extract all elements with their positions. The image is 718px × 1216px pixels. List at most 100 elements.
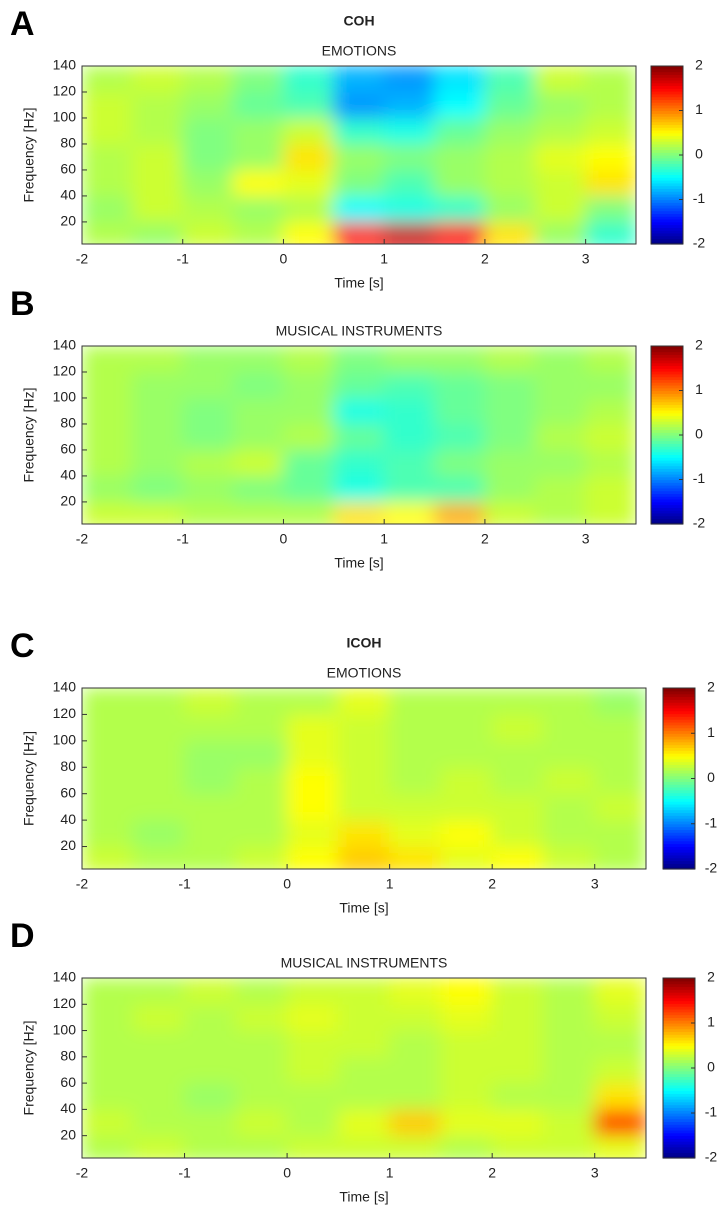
colorbar-step <box>663 690 695 695</box>
x-tick-label: 3 <box>591 1165 599 1181</box>
colorbar-step <box>663 832 695 836</box>
x-tick-label: 1 <box>380 251 388 267</box>
colorbar-step <box>651 230 683 234</box>
heat-cell <box>534 143 587 171</box>
heat-cell <box>594 819 646 848</box>
x-tick-label: -1 <box>177 531 190 547</box>
colorbar-step <box>663 1155 695 1159</box>
heat-cell <box>131 221 184 244</box>
heat-cell <box>235 1135 288 1158</box>
colorbar-step <box>651 368 683 372</box>
y-tick-label: 80 <box>60 135 76 151</box>
heat-cell <box>82 793 134 821</box>
colorbar-step <box>663 755 695 760</box>
x-tick-label: -2 <box>76 876 89 892</box>
y-tick-label: 140 <box>53 337 77 353</box>
colorbar-step <box>663 801 695 805</box>
chart-title: MUSICAL INSTRUMENTS <box>281 955 448 971</box>
y-tick-label: 100 <box>53 732 77 748</box>
heat-cell <box>82 475 133 503</box>
heat-cell <box>132 766 186 795</box>
colorbar-step <box>651 493 683 497</box>
heat-cell <box>82 397 133 425</box>
colorbar-step <box>663 775 695 780</box>
colorbar-step <box>663 1045 695 1049</box>
colorbar-step <box>651 113 683 117</box>
colorbar-step <box>663 798 695 802</box>
heat-cell <box>337 978 391 1005</box>
heat-cell <box>232 397 284 425</box>
heat-cell <box>131 117 184 145</box>
colorbar-step <box>663 1121 695 1125</box>
heat-cell <box>286 1030 339 1058</box>
heat-cell <box>440 1056 493 1084</box>
heat-cell <box>389 846 442 869</box>
colorbar-step <box>651 510 683 514</box>
y-tick-label: 120 <box>53 363 77 379</box>
heat-cell <box>542 740 596 768</box>
colorbar-step <box>663 806 695 811</box>
x-tick-label: 0 <box>280 531 288 547</box>
x-tick-label: 1 <box>386 1165 394 1181</box>
colorbar-step <box>651 351 683 355</box>
chart-title: MUSICAL INSTRUMENTS <box>276 323 443 339</box>
colorbar-step <box>663 1118 695 1123</box>
colorbar-step <box>651 398 683 403</box>
heat-cell <box>389 1030 442 1058</box>
colorbar-step <box>663 978 695 982</box>
colorbar-step <box>663 699 695 703</box>
cells <box>82 978 646 1158</box>
x-tick-label: 3 <box>582 251 590 267</box>
heat-cell <box>282 449 335 477</box>
heat-cell <box>337 1056 391 1084</box>
colorbar-step <box>651 387 683 392</box>
y-tick-label: 140 <box>53 679 77 695</box>
colorbar-step <box>651 160 683 164</box>
colorbar-step <box>663 741 695 746</box>
colorbar-step <box>651 127 683 131</box>
heat-cell <box>184 793 237 821</box>
colorbar-step <box>663 826 695 831</box>
colorbar-step <box>663 1146 695 1151</box>
heat-cell <box>585 221 636 244</box>
heat-cell <box>132 1135 186 1158</box>
heat-cell <box>333 221 385 244</box>
heat-cell <box>333 397 385 425</box>
heat-cell <box>132 793 186 821</box>
heat-cell <box>286 688 339 715</box>
colorbar-step <box>651 182 683 187</box>
heat-cell <box>182 346 234 373</box>
heat-cell <box>82 688 134 715</box>
heat-cell <box>131 66 184 93</box>
heat-cell <box>82 978 134 1005</box>
colorbar-step <box>663 710 695 715</box>
heat-cell <box>82 449 133 477</box>
heat-cell <box>184 1056 237 1084</box>
heat-cell <box>182 371 234 399</box>
x-tick-label: 3 <box>591 876 599 892</box>
colorbar-step <box>651 462 683 467</box>
colorbar-step <box>651 451 683 456</box>
colorbar-step <box>651 71 683 75</box>
heat-cell <box>82 1135 134 1158</box>
colorbar-step <box>651 66 683 70</box>
colorbar-step <box>651 102 683 106</box>
colorbar-step <box>651 390 683 394</box>
heat-cell <box>542 1030 596 1058</box>
heat-cell <box>131 397 184 425</box>
heat-cell <box>235 793 288 821</box>
heat-cell <box>434 423 486 451</box>
heat-cell <box>286 846 339 869</box>
heat-cell <box>383 475 436 503</box>
panel-label: B <box>10 285 35 323</box>
heat-cell <box>235 1003 288 1032</box>
heat-cell <box>235 846 288 869</box>
colorbar-step <box>651 465 683 469</box>
heat-cell <box>184 819 237 848</box>
colorbar-step <box>651 507 683 511</box>
colorbar-step <box>651 446 683 450</box>
x-tick-label: 2 <box>481 531 489 547</box>
colorbar-step <box>651 346 683 350</box>
colorbar-step <box>651 96 683 100</box>
heat-cell <box>286 766 339 795</box>
